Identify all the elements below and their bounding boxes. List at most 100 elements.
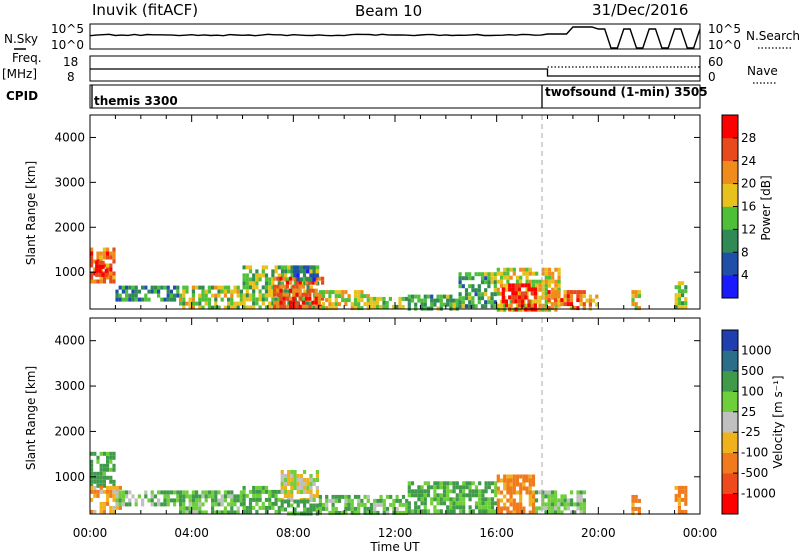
power-cell xyxy=(337,294,342,299)
power-cell xyxy=(496,279,500,284)
power-cell xyxy=(287,277,291,282)
power-cell xyxy=(547,294,551,299)
velocity-cell xyxy=(499,478,504,483)
velocity-cell xyxy=(344,506,348,511)
velocity-cell xyxy=(519,486,523,491)
velocity-cell xyxy=(258,485,262,490)
power-cell xyxy=(261,265,265,270)
velocity-cell xyxy=(353,494,358,499)
power-cell xyxy=(321,302,326,307)
power-cell xyxy=(331,302,335,307)
power-cell xyxy=(484,272,488,277)
power-cell xyxy=(295,288,299,293)
power-cell xyxy=(295,304,299,309)
power-cell xyxy=(684,285,688,290)
velocity-cell xyxy=(515,478,520,483)
velocity-cell xyxy=(299,499,303,504)
velocity-cell xyxy=(452,501,456,506)
power-cell xyxy=(557,299,561,304)
power-cell xyxy=(264,293,269,298)
power-cell xyxy=(214,305,218,310)
power-cell xyxy=(230,297,234,302)
velocity-cell xyxy=(211,498,215,503)
power-cell xyxy=(376,300,380,305)
velocity-cell xyxy=(576,502,580,507)
velocity-cell xyxy=(442,481,447,486)
power-cell xyxy=(382,296,386,301)
power-cell xyxy=(321,306,326,311)
velocity-cell xyxy=(474,501,479,506)
power-cell xyxy=(242,281,246,286)
power-cell xyxy=(299,277,303,282)
power-cell xyxy=(579,298,583,303)
velocity-cell xyxy=(106,493,110,498)
power-cell xyxy=(157,289,161,294)
velocity-cell xyxy=(401,502,406,507)
velocity-cell xyxy=(423,505,427,510)
power-cell xyxy=(274,265,278,270)
velocity-cell xyxy=(481,493,485,498)
velocity-cell xyxy=(106,459,110,464)
power-cell xyxy=(115,297,119,302)
power-cell xyxy=(220,285,224,290)
y-tick-label: 3000 xyxy=(54,175,85,189)
colorbar-tick-label: 100 xyxy=(741,384,764,398)
velocity-cell xyxy=(557,510,561,515)
velocity-cell xyxy=(106,497,110,502)
power-cell xyxy=(480,272,485,277)
velocity-cell xyxy=(106,451,110,456)
velocity-cell xyxy=(102,509,106,514)
power-cell xyxy=(191,293,195,298)
power-cell xyxy=(524,283,528,288)
velocity-cell xyxy=(458,497,463,502)
power-cell xyxy=(544,287,548,292)
power-cell xyxy=(112,271,116,276)
power-cell xyxy=(242,305,246,310)
colorbar-tick-label: 12 xyxy=(741,222,756,236)
power-cell xyxy=(211,305,215,310)
velocity-cell xyxy=(312,507,316,512)
velocity-cell xyxy=(274,489,278,494)
velocity-cell xyxy=(283,494,287,498)
cpid-frame xyxy=(89,84,701,109)
power-cell xyxy=(125,285,129,290)
velocity-cell xyxy=(264,505,269,510)
power-cell xyxy=(252,293,256,298)
power-cell xyxy=(112,259,116,264)
power-cell xyxy=(153,289,157,294)
velocity-cell xyxy=(118,494,122,499)
velocity-cell xyxy=(261,505,265,510)
power-cell xyxy=(514,291,518,296)
velocity-cell xyxy=(217,498,221,503)
power-cell xyxy=(557,271,561,276)
power-cell xyxy=(533,303,537,308)
velocity-cell xyxy=(579,510,583,515)
power-cell xyxy=(302,265,307,270)
velocity-cell xyxy=(118,502,122,507)
velocity-cell xyxy=(509,490,513,495)
power-cell xyxy=(303,297,307,302)
velocity-cell xyxy=(220,510,224,515)
velocity-cell xyxy=(582,510,586,515)
power-cell xyxy=(493,304,497,309)
velocity-cell xyxy=(141,498,145,503)
velocity-cell xyxy=(230,506,234,511)
power-cell xyxy=(95,264,99,269)
velocity-cell xyxy=(509,502,513,507)
power-cell xyxy=(230,301,234,306)
velocity-cell xyxy=(236,510,240,515)
velocity-cell xyxy=(515,490,520,495)
velocity-cell xyxy=(96,455,100,460)
power-cell xyxy=(308,296,312,301)
velocity-cell xyxy=(271,489,275,494)
power-cell xyxy=(493,300,497,305)
velocity-cell xyxy=(452,489,456,494)
power-cell xyxy=(631,302,635,307)
power-cell xyxy=(314,292,318,297)
velocity-cell xyxy=(242,505,246,510)
velocity-cell xyxy=(417,489,421,494)
velocity-cell xyxy=(112,451,116,456)
power-cell xyxy=(550,294,554,299)
